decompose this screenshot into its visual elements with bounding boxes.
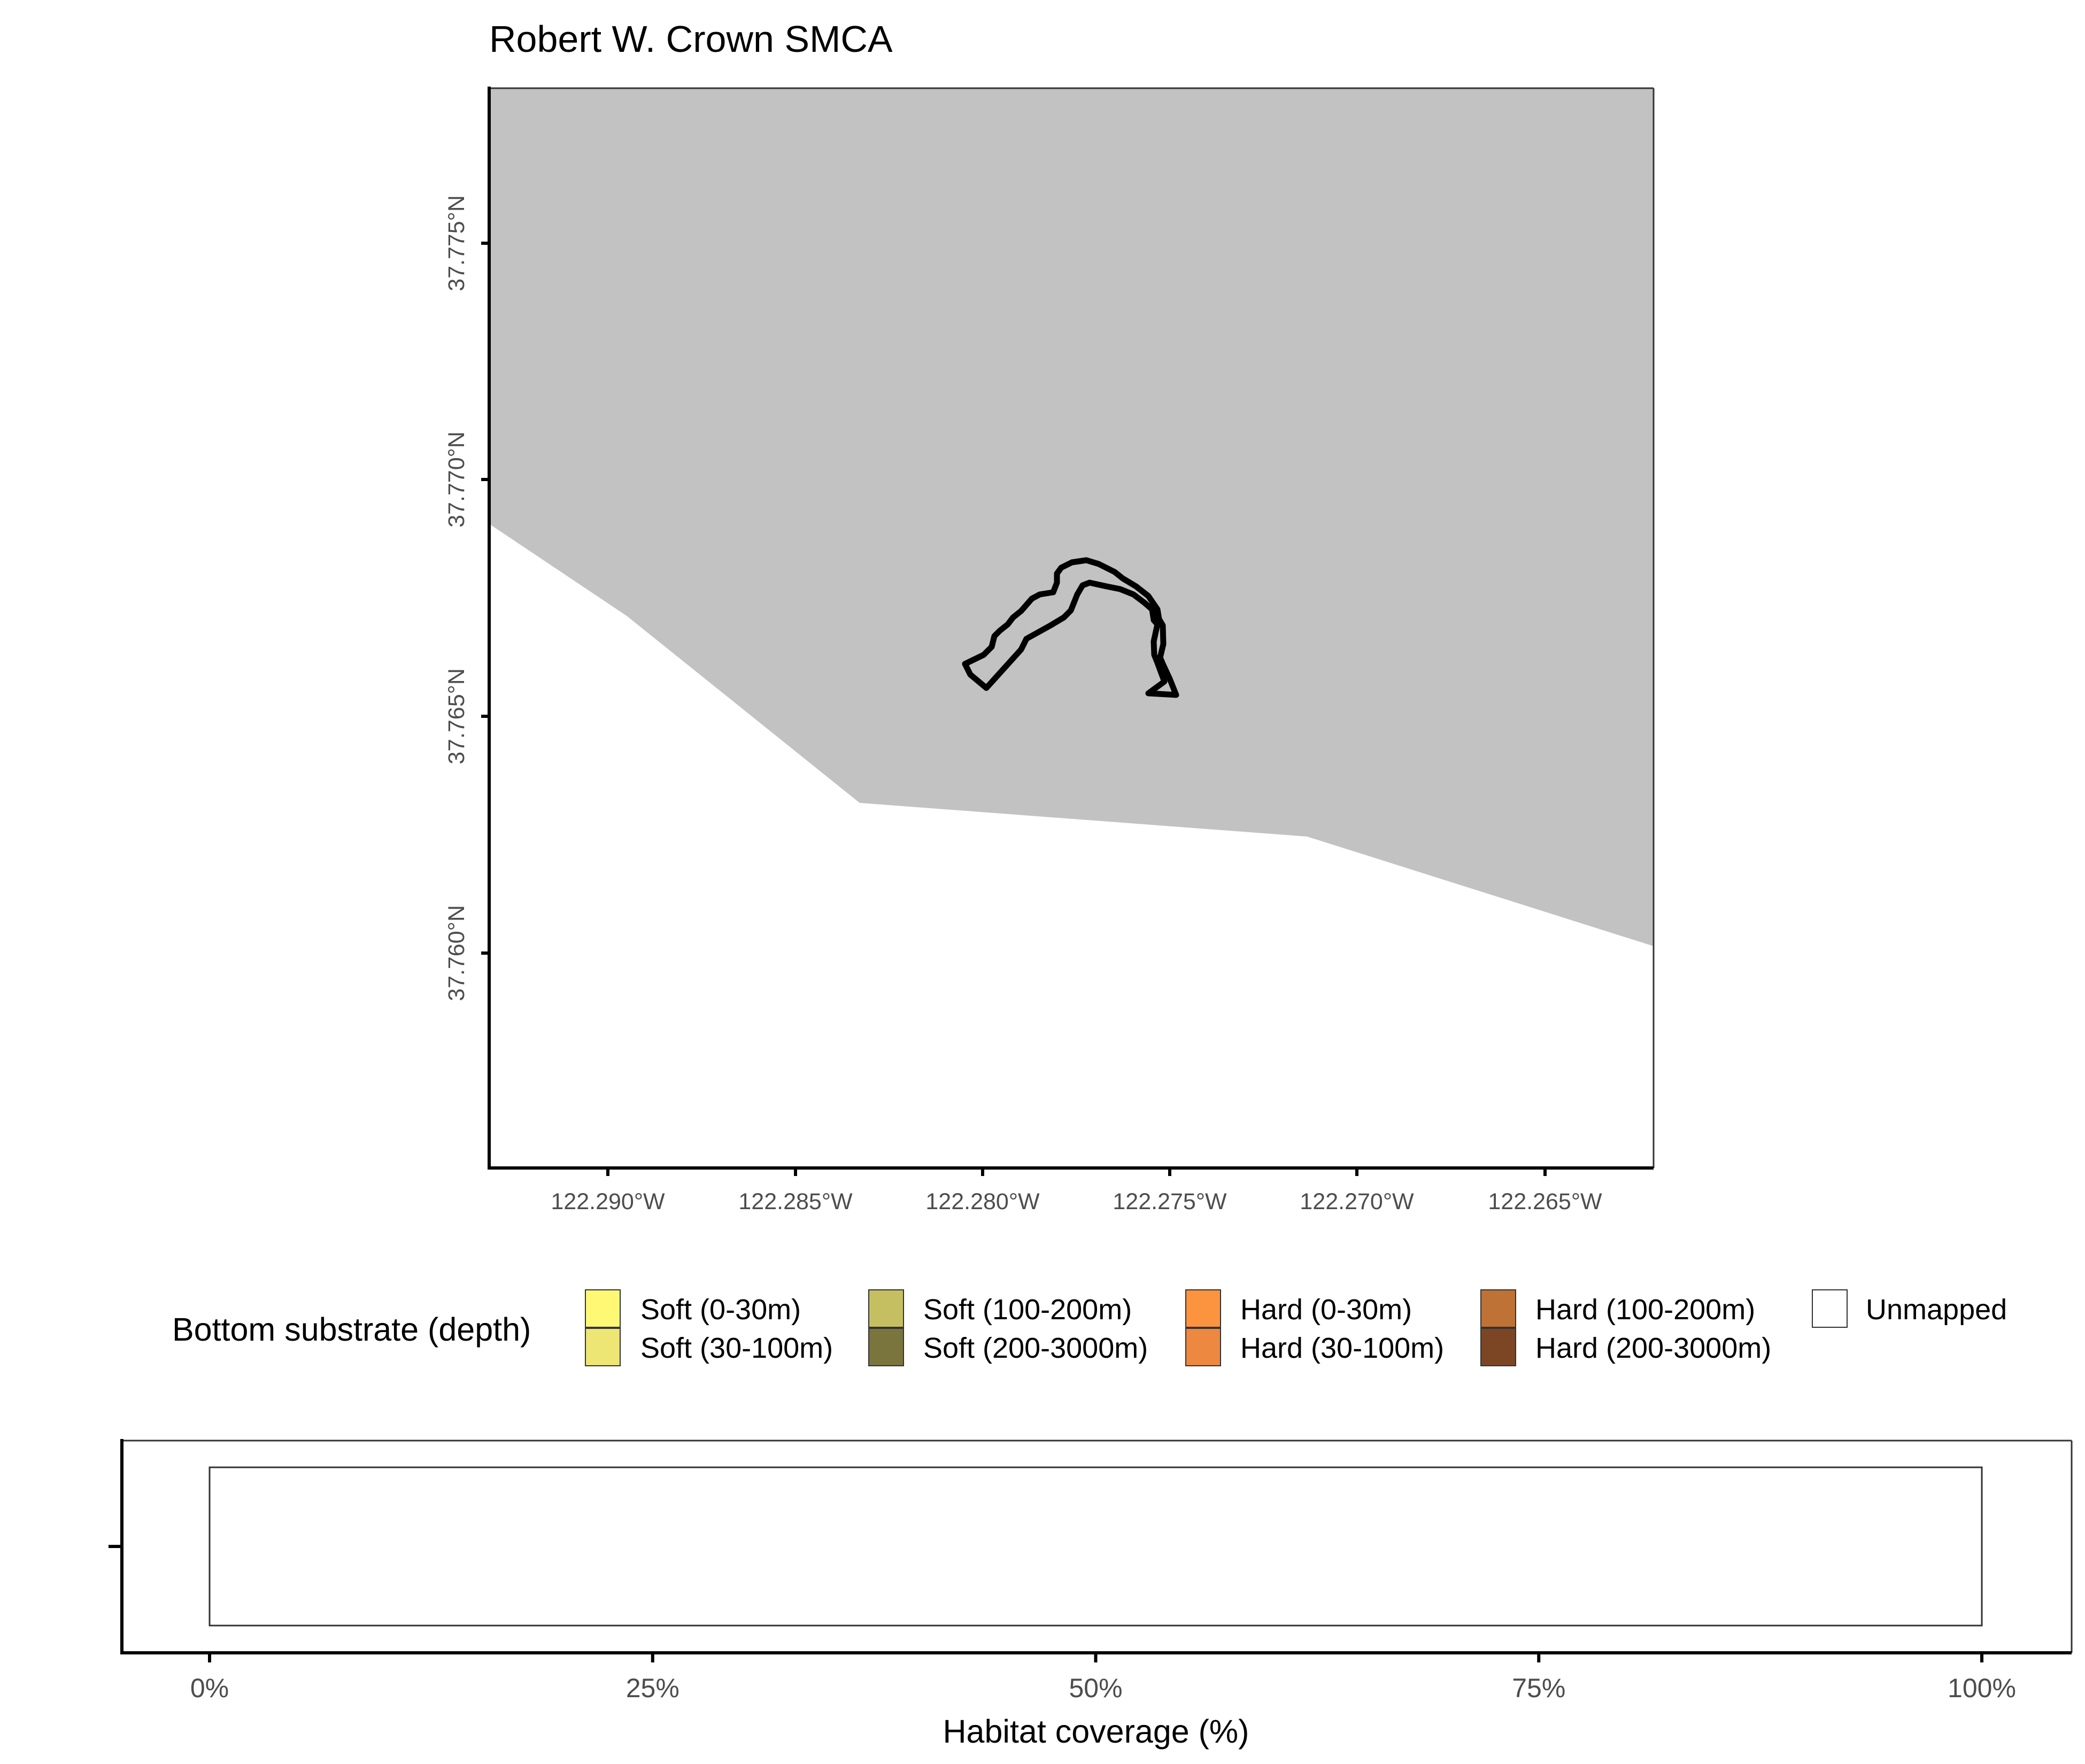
legend: Bottom substrate (depth) Soft (0-30m) So…	[172, 1289, 2007, 1366]
bar-x-axis-title: Habitat coverage (%)	[943, 1713, 1249, 1750]
x-tick-label: 122.280°W	[925, 1189, 1040, 1214]
legend-label-hard-30-100: Hard (30-100m)	[1240, 1332, 1444, 1364]
legend-title: Bottom substrate (depth)	[172, 1311, 531, 1348]
y-tick-label: 37.760°N	[444, 905, 469, 1001]
x-tick-label: 122.270°W	[1300, 1189, 1414, 1214]
habitat-coverage-chart: 0% 25% 50% 75% 100% Habitat coverage (%)	[109, 1439, 2073, 1750]
legend-key-soft-100-200	[868, 1289, 904, 1328]
legend-label-hard-100-200: Hard (100-200m)	[1535, 1294, 1755, 1326]
y-tick-label: 37.775°N	[444, 195, 469, 291]
legend-key-soft-200-3000	[868, 1328, 904, 1366]
bar-x-tick-label: 0%	[190, 1673, 229, 1703]
legend-key-hard-200-3000	[1480, 1328, 1516, 1366]
map-y-axis: 37.775°N 37.770°N 37.765°N 37.760°N	[444, 195, 489, 1001]
x-tick-label: 122.290°W	[551, 1189, 665, 1214]
x-tick-label: 122.275°W	[1113, 1189, 1227, 1214]
map-x-axis: 122.290°W 122.285°W 122.280°W 122.275°W …	[551, 1168, 1602, 1214]
legend-label-hard-0-30: Hard (0-30m)	[1240, 1294, 1412, 1326]
mpa-boundary-outline	[962, 557, 1179, 698]
legend-key-soft-0-30	[585, 1289, 621, 1328]
legend-key-unmapped	[1812, 1289, 1848, 1328]
legend-label-soft-0-30: Soft (0-30m)	[640, 1294, 801, 1326]
land-area	[489, 88, 1654, 946]
legend-key-hard-0-30	[1185, 1289, 1221, 1328]
legend-label-soft-100-200: Soft (100-200m)	[923, 1294, 1132, 1326]
bar-x-tick-label: 100%	[1948, 1673, 2016, 1703]
bar-x-tick-label: 75%	[1512, 1673, 1565, 1703]
map-panel: 37.775°N 37.770°N 37.765°N 37.760°N 122.…	[444, 87, 1655, 1214]
bar-segment-unmapped	[208, 1466, 1983, 1627]
legend-key-soft-30-100	[585, 1328, 621, 1366]
legend-key-hard-30-100	[1185, 1328, 1221, 1366]
legend-label-soft-200-3000: Soft (200-3000m)	[923, 1332, 1148, 1364]
map-title: Robert W. Crown SMCA	[489, 18, 893, 60]
legend-key-hard-100-200	[1480, 1289, 1516, 1328]
legend-label-unmapped: Unmapped	[1866, 1294, 2007, 1326]
y-tick-label: 37.770°N	[444, 431, 469, 528]
bar-x-tick-label: 50%	[1069, 1673, 1122, 1703]
x-tick-label: 122.265°W	[1488, 1189, 1602, 1214]
x-tick-label: 122.285°W	[738, 1189, 853, 1214]
bar-x-tick-label: 25%	[626, 1673, 679, 1703]
y-tick-label: 37.765°N	[444, 668, 469, 764]
legend-label-soft-30-100: Soft (30-100m)	[640, 1332, 833, 1364]
legend-label-hard-200-3000: Hard (200-3000m)	[1535, 1332, 1771, 1364]
